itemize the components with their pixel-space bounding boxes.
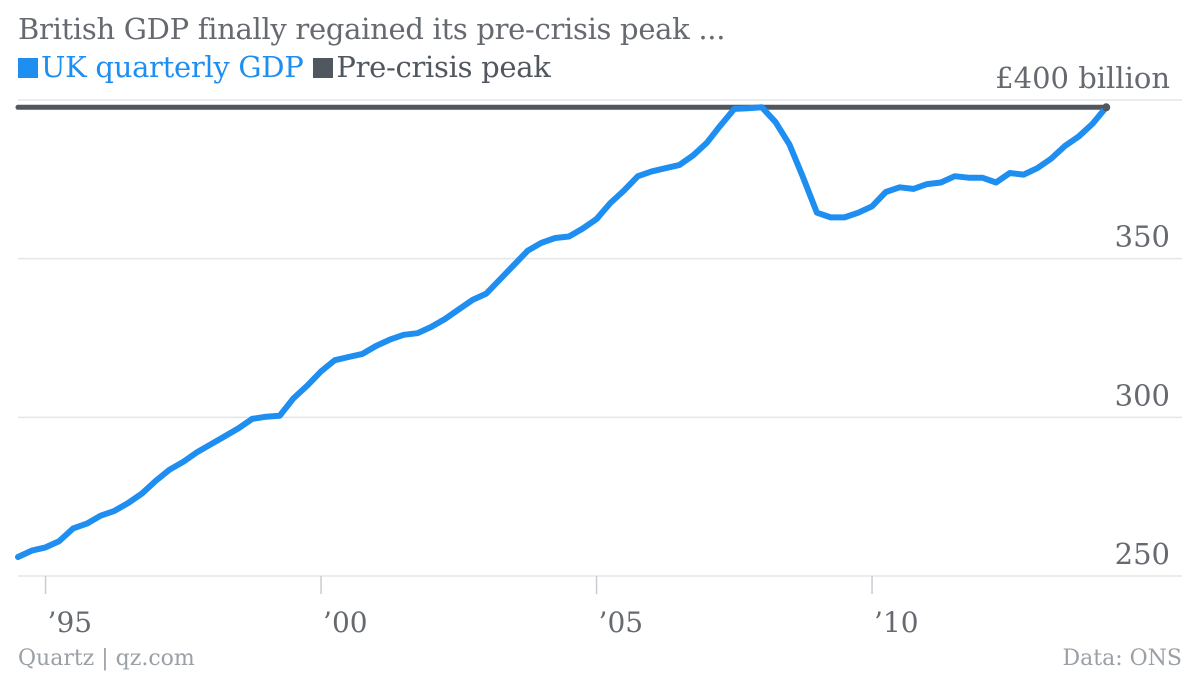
x-tick-label-2010: ’10 <box>874 606 919 639</box>
legend-swatch-pre-crisis-peak <box>313 58 334 78</box>
legend-swatch-uk-gdp <box>18 58 38 78</box>
series-line-uk-gdp <box>15 104 1110 560</box>
legend-label-pre-crisis-peak: Pre-crisis peak <box>336 50 551 84</box>
y-tick-label-250: 250 <box>1115 537 1170 571</box>
y-tick-label-350: 350 <box>1115 220 1170 254</box>
gridlines <box>18 99 1182 577</box>
y-axis: 250 300 350 £400 billion <box>995 61 1170 571</box>
x-tick-label-1995: ’95 <box>48 606 93 639</box>
x-tick-label-2005: ’05 <box>599 606 644 639</box>
footer-source: Data: ONS <box>1062 646 1182 671</box>
series-lines <box>15 103 1111 560</box>
legend-label-uk-gdp: UK quarterly GDP <box>41 50 304 84</box>
footer-credit: Quartz | qz.com <box>18 646 195 671</box>
chart-legend: UK quarterly GDP Pre-crisis peak <box>18 50 560 84</box>
y-tick-label-300: 300 <box>1115 378 1170 412</box>
x-axis: ’95 ’00 ’05 ’10 <box>44 576 919 639</box>
x-tick-label-2000: ’00 <box>323 606 368 639</box>
series-endpoint-marker <box>1102 103 1111 112</box>
chart-title: British GDP finally regained its pre-cri… <box>18 12 726 46</box>
legend-item-pre-crisis-peak: Pre-crisis peak <box>313 50 551 84</box>
legend-item-uk-gdp: UK quarterly GDP <box>18 50 304 84</box>
y-tick-label-400: £400 billion <box>995 61 1170 95</box>
